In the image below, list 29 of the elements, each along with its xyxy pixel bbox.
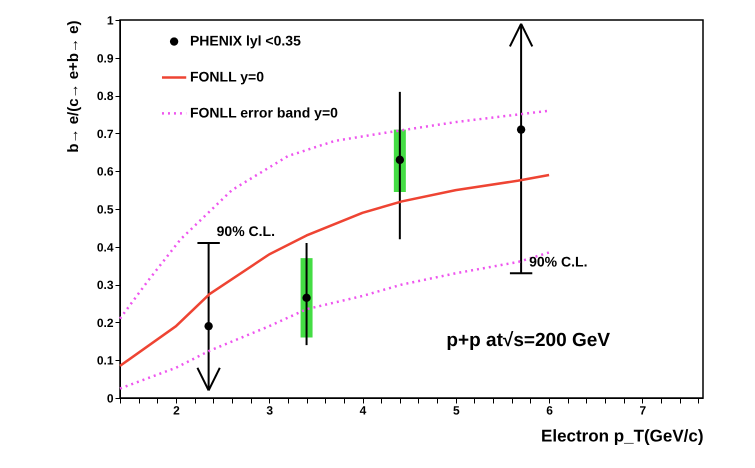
point [516,125,526,134]
x-tick-label: 2 [173,404,180,418]
x-tick-label: 6 [546,404,554,418]
y-axis-title: b→ e/(c→ e+b→ e) [64,20,82,153]
y-tick-label: 0.9 [96,51,114,66]
y-tick-label: 0.5 [96,202,114,216]
x-axis-title: Electron p_T(GeV/c) [541,426,704,446]
y-tick-label: 0.2 [96,316,114,330]
x-tick-label: 3 [266,404,274,418]
y-tick-label: 0.1 [96,354,114,368]
x-tick-label: 7 [640,404,647,418]
annotation: 90% C.L. [529,253,588,270]
point [396,156,404,164]
x-tick-label: 5 [452,404,460,418]
point [204,322,213,330]
annotation: 90% C.L. [216,223,275,240]
legend-label: PHENIX lyl <0.35 [190,32,302,49]
legend-label: FONLL error band y=0 [190,104,338,120]
legend-label: FONLL y=0 [190,68,264,84]
y-tick-label: 0.8 [96,89,114,104]
y-tick-label: 0 [106,392,114,406]
y-tick-label: 1 [106,14,114,28]
y-tick-label: 0.7 [96,126,114,141]
point [302,294,311,302]
y-tick-label: 0.3 [96,278,114,292]
y-tick-label: 0.4 [96,240,114,254]
annotation: p+p at√s=200 GeV [446,330,610,351]
x-tick-label: 4 [360,404,367,418]
y-tick-label: 0.6 [96,164,114,179]
